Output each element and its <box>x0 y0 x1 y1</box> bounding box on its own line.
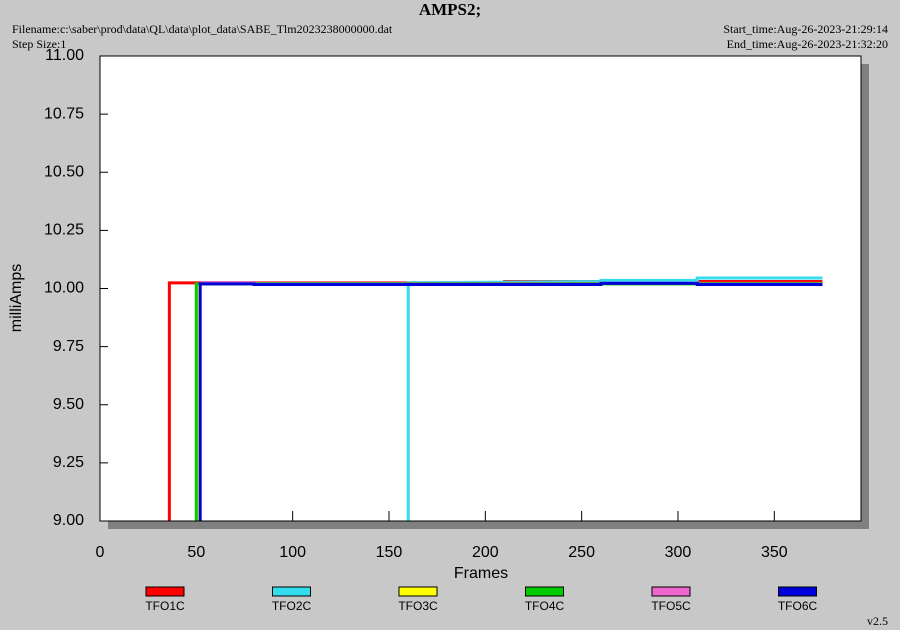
x-tick-label: 200 <box>472 544 499 561</box>
x-tick-label: 150 <box>376 544 403 561</box>
y-tick-label: 10.00 <box>44 280 84 297</box>
legend-swatch <box>398 586 438 597</box>
legend-label: TFO1C <box>145 599 185 613</box>
x-tick-label: 350 <box>761 544 788 561</box>
y-tick-label: 10.75 <box>44 105 84 122</box>
legend-label: TFO4C <box>525 599 565 613</box>
y-tick-label: 9.50 <box>53 396 84 413</box>
y-tick-label: 9.75 <box>53 338 84 355</box>
y-tick-label: 9.25 <box>53 454 84 471</box>
legend-swatch <box>272 586 311 597</box>
step-size: Step Size:1 <box>12 37 66 51</box>
x-tick-label: 0 <box>96 544 105 561</box>
legend-label: TFO3C <box>398 599 438 613</box>
series-line <box>198 281 823 521</box>
y-tick-label: 9.00 <box>53 512 84 529</box>
legend-label: TFO6C <box>778 599 818 613</box>
start-time: Start_time:Aug-26-2023-21:29:14 <box>723 22 888 36</box>
y-tick-label: 11.00 <box>45 47 84 64</box>
legend-label: TFO5C <box>651 599 691 613</box>
x-tick-label: 100 <box>279 544 306 561</box>
plot-border <box>99 55 862 522</box>
end-time: End_time:Aug-26-2023-21:32:20 <box>727 37 888 51</box>
plot-area <box>99 55 862 522</box>
legend-swatch <box>145 586 185 597</box>
y-tick-label: 10.50 <box>44 163 84 180</box>
y-axis-label: milliAmps <box>8 264 25 332</box>
y-tick-label: 10.25 <box>44 222 84 239</box>
legend-swatch <box>778 586 817 597</box>
legend-swatch <box>525 586 564 597</box>
legend-label: TFO2C <box>272 599 312 613</box>
x-tick-label: 300 <box>665 544 692 561</box>
filename: Filename:c:\saber\prod\data\QL\data\plot… <box>12 22 393 36</box>
version: v2.5 <box>867 614 888 628</box>
legend-swatch <box>651 586 691 597</box>
chart-title: AMPS2; <box>419 0 481 19</box>
x-tick-label: 250 <box>568 544 595 561</box>
x-axis-label: Frames <box>454 565 508 582</box>
x-tick-label: 50 <box>187 544 205 561</box>
